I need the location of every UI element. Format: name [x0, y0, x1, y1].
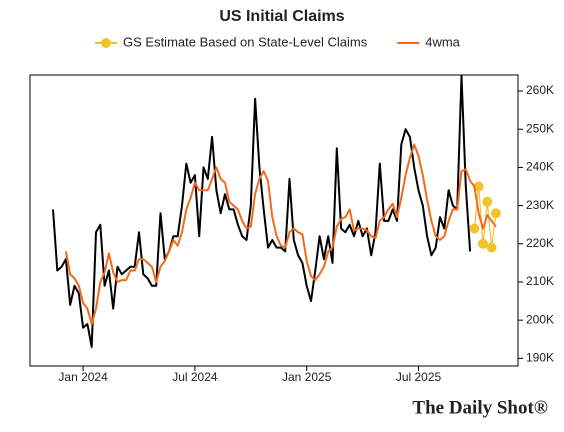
y-tick-label: 200K — [526, 312, 554, 326]
legend-label: 4wma — [425, 34, 460, 49]
series-marker — [478, 238, 488, 249]
y-tick-label: 260K — [526, 83, 554, 97]
chart-title: US Initial Claims — [219, 8, 344, 25]
y-tick-label: 230K — [526, 198, 554, 212]
x-tick-label: Jul 2024 — [172, 370, 218, 384]
x-tick-label: Jan 2025 — [282, 370, 332, 384]
x-tick-label: Jul 2025 — [396, 370, 442, 384]
y-tick-label: 210K — [526, 274, 554, 288]
y-tick-label: 190K — [526, 351, 554, 365]
series-marker — [482, 196, 493, 207]
series-line — [52, 74, 472, 348]
plot-frame — [29, 74, 519, 367]
legend-label: GS Estimate Based on State-Level Claims — [123, 34, 368, 49]
series-marker — [469, 223, 480, 234]
series-marker — [473, 181, 484, 192]
watermark: The Daily Shot® — [412, 397, 548, 418]
y-tick-label: 220K — [526, 236, 554, 250]
series-marker — [486, 242, 497, 253]
series-marker — [490, 208, 501, 219]
y-tick-label: 250K — [526, 121, 554, 135]
series-line — [64, 143, 497, 325]
legend-marker — [101, 38, 111, 48]
x-tick-label: Jan 2024 — [58, 370, 108, 384]
y-tick-label: 240K — [526, 160, 554, 174]
